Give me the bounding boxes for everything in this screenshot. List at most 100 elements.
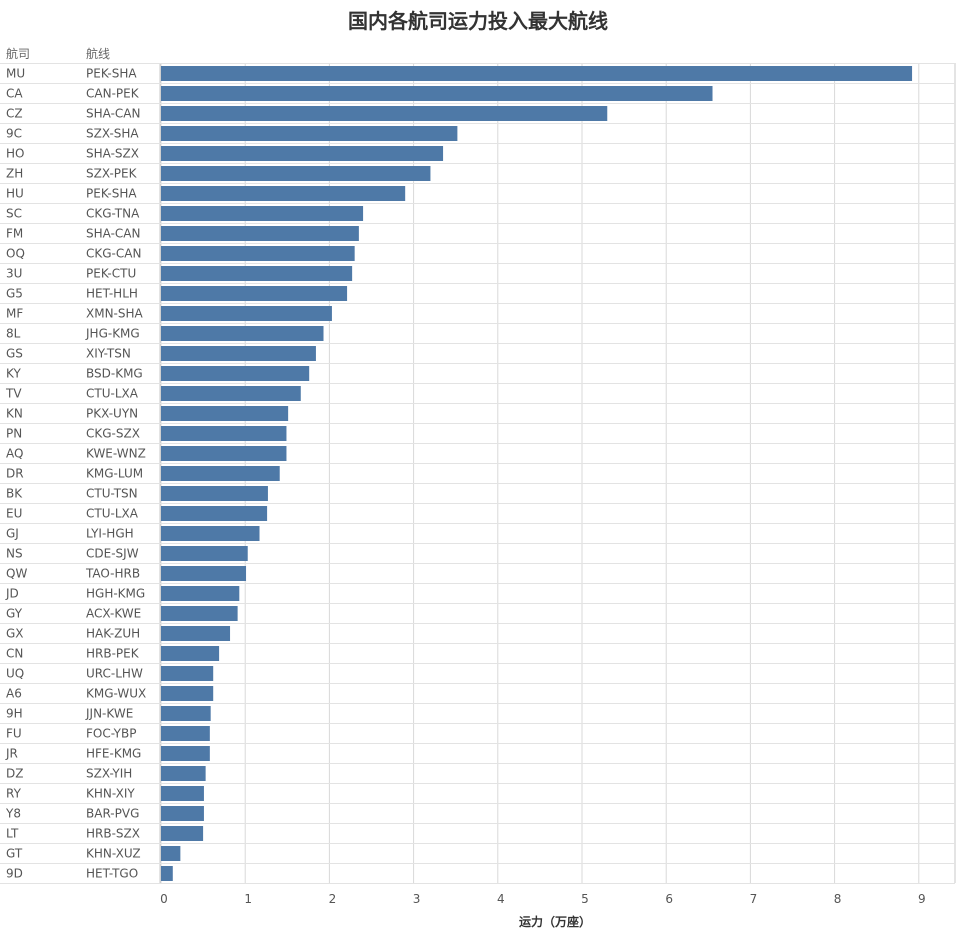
airline-label: KN [6,407,23,421]
route-label: PEK-CTU [86,267,136,281]
airline-label: FU [6,727,22,741]
bar-oq [161,246,355,261]
airline-label: JR [5,747,18,761]
row-labels: MU PEK-SHA CA CAN-PEK CZ SHA-CAN 9C SZX-SHA HO SH… [5,67,146,881]
route-label: HFE-KMG [86,747,141,761]
route-label: URC-LHW [86,667,143,681]
bar-qw [161,566,247,581]
airline-label: DZ [6,767,23,781]
airline-label: JD [5,587,19,601]
bar-gs [161,346,316,361]
bar-a6 [161,686,214,701]
route-label: BAR-PVG [86,807,139,821]
airline-label: 3U [6,267,22,281]
bar-8l [161,326,324,341]
bar-tv [161,386,301,401]
airline-label: 8L [6,327,21,341]
route-label: XIY-TSN [86,347,131,361]
airline-label: ZH [6,167,23,181]
bar-dr [161,466,280,481]
airline-label: Y8 [5,807,21,821]
bar-gt [161,846,181,861]
route-label: SHA-SZX [86,147,139,161]
route-label: PEK-SHA [86,187,137,201]
x-tick-label: 8 [834,892,842,906]
bar-3u [161,266,353,281]
airline-label: GT [6,847,23,861]
airline-label: LT [6,827,19,841]
route-label: JHG-KMG [85,327,140,341]
route-label: CTU-LXA [86,387,139,401]
bar-mu [161,66,913,81]
airline-label: KY [6,367,21,381]
route-label: BSD-KMG [86,367,143,381]
bar-gj [161,526,260,541]
airline-label: GY [6,607,23,621]
airline-label: OQ [6,247,25,261]
route-label: KMG-WUX [86,687,146,701]
gridlines [0,63,956,884]
x-axis-title: 运力（万座） [519,914,591,929]
airline-column-header: 航司 [6,46,30,61]
bars [161,66,913,881]
airline-label: A6 [6,687,22,701]
airline-label: HO [6,147,24,161]
bar-cn [161,646,220,661]
airline-label: SC [6,207,22,221]
route-label: CDE-SJW [86,547,139,561]
route-label: SZX-PEK [86,167,138,181]
bar-cz [161,106,608,121]
airline-label: EU [6,507,22,521]
x-tick-label: 2 [329,892,337,906]
bar-dz [161,766,206,781]
bar-lt [161,826,204,841]
airline-label: AQ [6,447,23,461]
x-tick-label: 7 [750,892,758,906]
route-label: SHA-CAN [86,227,140,241]
route-column-header: 航线 [86,46,110,61]
route-label: HRB-SZX [86,827,140,841]
route-label: CKG-SZX [86,427,140,441]
bar-pn [161,426,287,441]
airline-label: NS [6,547,23,561]
airline-label: CA [6,87,23,101]
airline-label: GJ [6,527,19,541]
bar-9c [161,126,458,141]
route-label: XMN-SHA [86,307,144,321]
route-label: CAN-PEK [86,87,140,101]
route-label: HAK-ZUH [86,627,140,641]
x-tick-label: 1 [244,892,252,906]
bar-gy [161,606,238,621]
airline-label: CZ [6,107,23,121]
route-label: PKX-UYN [86,407,138,421]
x-tick-label: 6 [665,892,673,906]
bar-ry [161,786,204,801]
airline-label: QW [6,567,27,581]
airline-label: PN [6,427,22,441]
airline-label: 9D [6,867,23,881]
chart-title: 国内各航司运力投入最大航线 [348,9,608,33]
route-label: FOC-YBP [86,727,136,741]
bar-ns [161,546,248,561]
bar-aq [161,446,287,461]
airline-label: UQ [6,667,24,681]
route-label: PEK-SHA [86,67,137,81]
route-label: JJN-KWE [85,707,133,721]
route-label: HGH-KMG [86,587,145,601]
bar-ho [161,146,444,161]
route-label: HET-HLH [86,287,138,301]
route-label: TAO-HRB [85,567,140,581]
airline-label: MF [6,307,23,321]
bar-jd [161,586,240,601]
route-label: CTU-TSN [86,487,138,501]
route-label: KHN-XUZ [86,847,141,861]
route-label: ACX-KWE [86,607,141,621]
bar-mf [161,306,332,321]
route-label: SZX-YIH [86,767,132,781]
airline-label: TV [5,387,22,401]
airline-label: DR [6,467,24,481]
airline-label: 9H [6,707,23,721]
route-label: KHN-XIY [86,787,135,801]
bar-zh [161,166,431,181]
